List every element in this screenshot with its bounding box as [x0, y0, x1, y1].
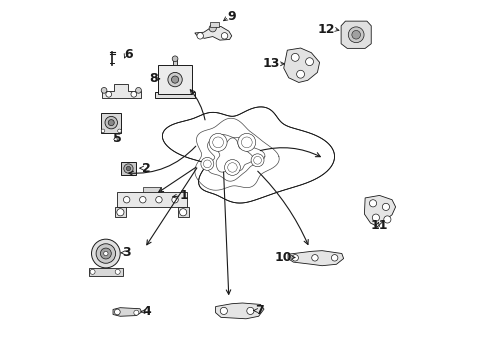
Polygon shape: [341, 21, 371, 48]
Polygon shape: [101, 84, 141, 98]
Circle shape: [156, 197, 162, 203]
Circle shape: [136, 87, 141, 93]
Circle shape: [348, 27, 364, 42]
Text: 7: 7: [255, 304, 264, 317]
Circle shape: [104, 251, 108, 256]
Circle shape: [118, 129, 122, 133]
Circle shape: [134, 310, 139, 315]
Polygon shape: [195, 27, 232, 40]
Circle shape: [101, 87, 107, 93]
Bar: [115, 207, 126, 217]
Circle shape: [179, 209, 187, 216]
Circle shape: [117, 209, 124, 216]
Circle shape: [124, 164, 133, 173]
Circle shape: [224, 159, 240, 175]
Circle shape: [384, 216, 391, 223]
Circle shape: [220, 307, 227, 315]
Circle shape: [108, 120, 114, 126]
Circle shape: [372, 214, 379, 221]
Circle shape: [106, 91, 112, 97]
Circle shape: [292, 255, 298, 261]
Circle shape: [247, 307, 254, 315]
Circle shape: [209, 134, 227, 151]
Circle shape: [101, 129, 105, 133]
Circle shape: [369, 200, 377, 207]
Text: 9: 9: [227, 10, 236, 23]
Circle shape: [123, 197, 130, 203]
Text: 5: 5: [113, 132, 122, 145]
Polygon shape: [288, 251, 343, 266]
Circle shape: [126, 166, 131, 171]
Bar: [89, 268, 123, 276]
Text: 6: 6: [124, 48, 133, 61]
Circle shape: [105, 116, 118, 129]
Text: 12: 12: [318, 23, 335, 36]
Polygon shape: [284, 48, 319, 82]
Bar: [121, 162, 136, 175]
Circle shape: [352, 31, 361, 39]
Circle shape: [197, 33, 203, 39]
Polygon shape: [162, 107, 335, 203]
Circle shape: [115, 309, 120, 315]
Text: 4: 4: [143, 305, 151, 318]
Circle shape: [131, 91, 137, 97]
Circle shape: [331, 255, 338, 261]
Circle shape: [90, 269, 95, 274]
Circle shape: [201, 157, 214, 170]
Circle shape: [291, 53, 299, 61]
Circle shape: [209, 25, 216, 32]
Polygon shape: [216, 303, 264, 319]
Circle shape: [238, 134, 256, 151]
Bar: [178, 207, 189, 217]
Circle shape: [100, 248, 111, 259]
Circle shape: [168, 72, 182, 87]
Circle shape: [296, 70, 304, 78]
Circle shape: [96, 244, 116, 263]
Circle shape: [306, 58, 314, 66]
Bar: [210, 22, 219, 27]
Circle shape: [251, 154, 264, 167]
Text: 11: 11: [371, 219, 388, 232]
Polygon shape: [365, 195, 395, 226]
Text: 13: 13: [263, 57, 280, 70]
Circle shape: [172, 56, 178, 62]
Bar: [143, 187, 161, 192]
Bar: [101, 113, 122, 133]
Circle shape: [221, 33, 228, 39]
Text: 2: 2: [142, 162, 150, 175]
Circle shape: [172, 197, 178, 203]
Circle shape: [115, 269, 120, 274]
Text: 3: 3: [122, 246, 131, 259]
Polygon shape: [113, 308, 142, 316]
Bar: [155, 93, 195, 98]
Circle shape: [382, 203, 390, 211]
Text: 8: 8: [149, 72, 158, 85]
Circle shape: [312, 255, 318, 261]
Bar: [173, 59, 177, 65]
Polygon shape: [117, 192, 187, 207]
Text: 1: 1: [180, 189, 189, 202]
Text: 10: 10: [275, 251, 293, 264]
Circle shape: [172, 76, 179, 83]
Circle shape: [140, 197, 146, 203]
Bar: [158, 65, 192, 94]
Circle shape: [92, 239, 120, 268]
